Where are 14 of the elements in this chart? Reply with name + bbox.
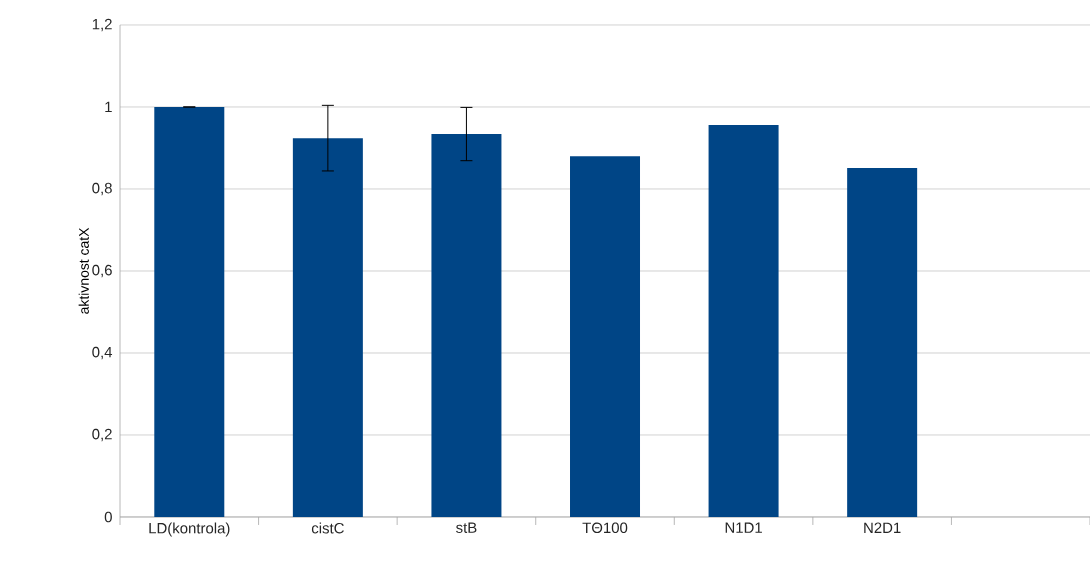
x-tick-label: TΘ100 bbox=[582, 522, 628, 534]
y-tick-label: 0,4 bbox=[92, 346, 113, 360]
y-tick-label: 0 bbox=[104, 511, 112, 523]
x-tick-label: stB bbox=[456, 522, 477, 533]
x-tick-label: N2D1 bbox=[864, 522, 901, 533]
x-tick-label: N1D1 bbox=[725, 522, 762, 533]
y-tick-label: 0,2 bbox=[92, 428, 112, 442]
y-tick-label: 0,6 bbox=[92, 264, 112, 278]
x-tick-label: cistC bbox=[311, 522, 344, 534]
y-tick-label: 1,2 bbox=[92, 18, 112, 32]
y-tick-label: 0,8 bbox=[92, 182, 112, 196]
y-axis-title: aktivnost catX bbox=[78, 227, 89, 314]
x-tick-label: LD(kontrola) bbox=[149, 522, 230, 537]
y-tick-label: 1 bbox=[105, 101, 112, 113]
